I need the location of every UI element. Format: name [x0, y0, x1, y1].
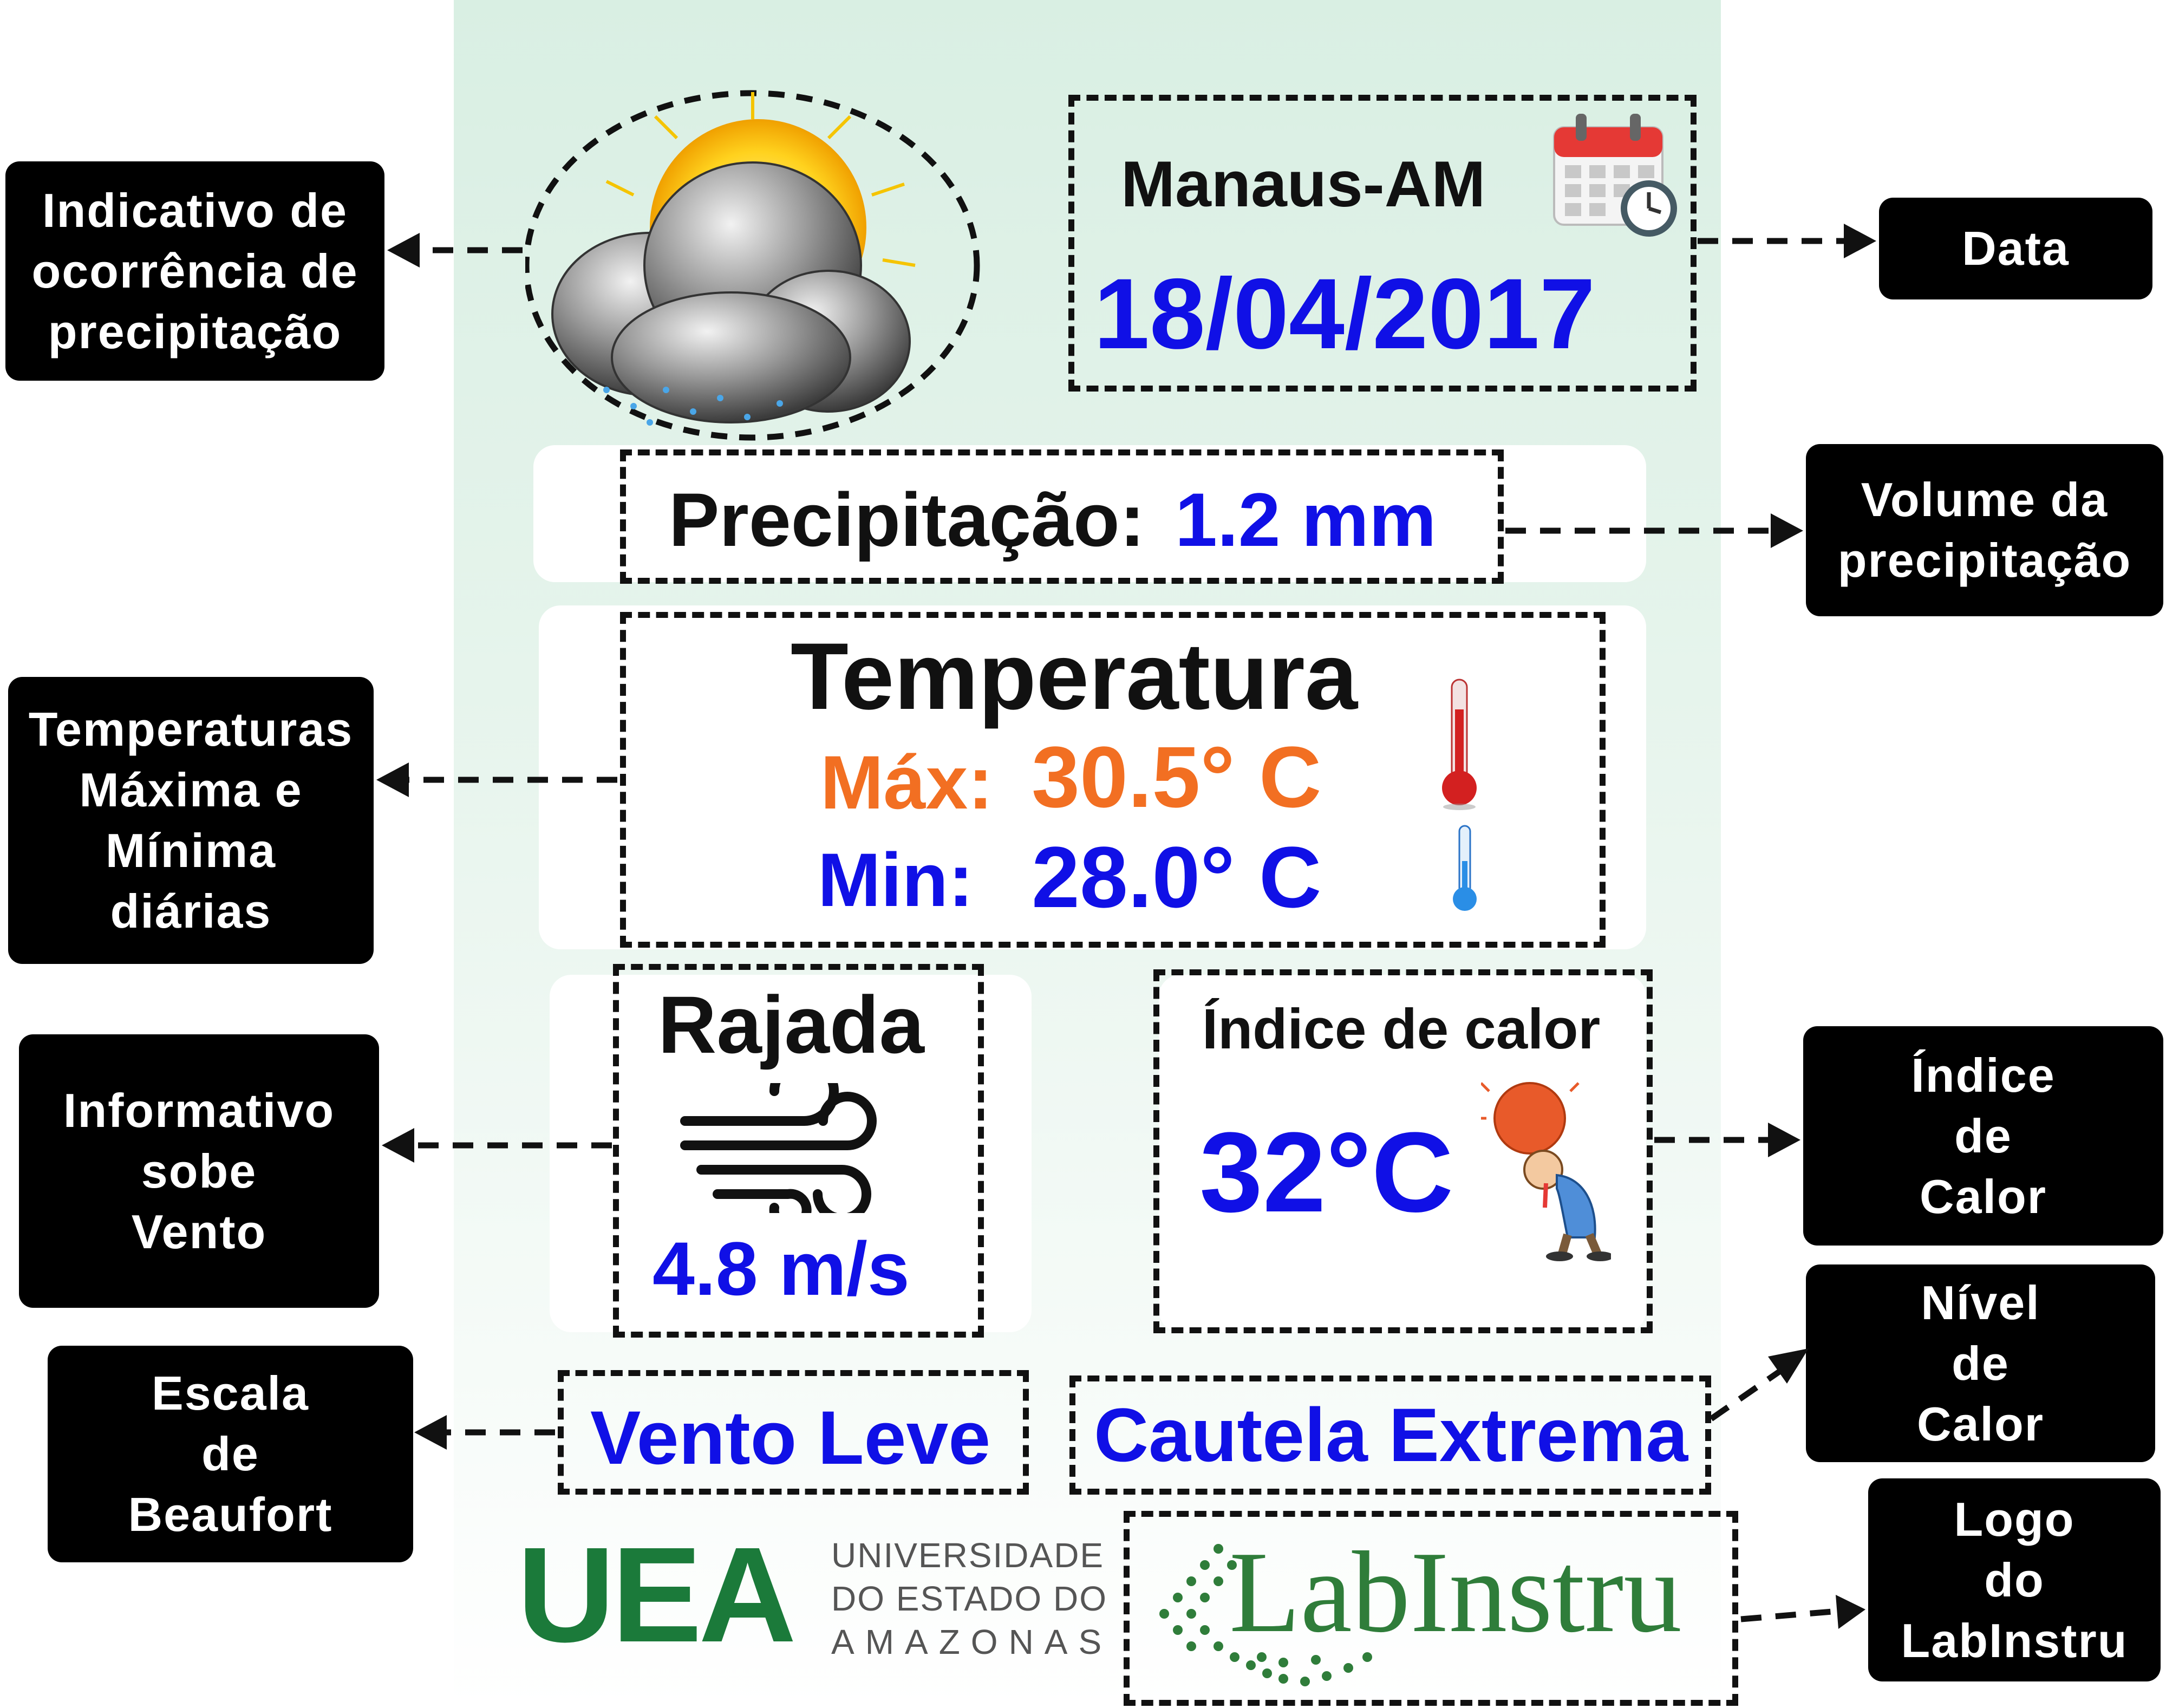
annotation-date: Data [1879, 198, 2152, 299]
min-value: 28.0° C [1032, 829, 1322, 925]
labinstru-wordmark: LabInstru [1229, 1527, 1682, 1657]
wind-icon [680, 1083, 877, 1213]
annotation-precip-volume: Volume da precipitação [1806, 444, 2163, 616]
wind-box [613, 964, 984, 1338]
labinstru-logo-box [1124, 1511, 1738, 1706]
arrow-head [387, 233, 420, 268]
thermometer-hot-icon [1442, 679, 1477, 810]
wind-card [550, 975, 1032, 1332]
date-value: 18/04/2017 [1094, 258, 1595, 370]
uea-logo: UEA UNIVERSIDADE DO ESTADO DO AMAZONAS [517, 1519, 1106, 1670]
sun-cloud-rain-icon [525, 90, 980, 441]
arrow-head [1768, 1348, 1809, 1384]
uea-line-1: UNIVERSIDADE [831, 1536, 1105, 1575]
city-name: Manaus-AM [1121, 148, 1486, 220]
arrow-head [1844, 224, 1876, 258]
heat-index-value: 32°C [1199, 1109, 1454, 1236]
heat-index-title: Índice de calor [1202, 998, 1601, 1061]
arrow-head [1836, 1595, 1865, 1629]
arrow-head [1768, 1123, 1800, 1157]
beaufort-value: Vento Leve [590, 1395, 991, 1480]
annotation-heat-level: Nível de Calor [1806, 1264, 2155, 1462]
arrow-head [1771, 513, 1803, 548]
precipitation-box [620, 449, 1504, 584]
arrow-head [376, 762, 409, 797]
annotation-precip-indicator: Indicativo de ocorrência de precipitação [5, 161, 384, 381]
max-value: 30.5° C [1032, 728, 1322, 825]
temperature-box [620, 612, 1606, 948]
wind-value: 4.8 m/s [653, 1226, 910, 1311]
annotation-beaufort: Escala de Beaufort [48, 1346, 413, 1562]
annotation-lab-logo: Logo do LabInstru [1868, 1478, 2161, 1681]
arrow-head [382, 1128, 414, 1163]
annotation-wind-info: Informativo sobe Vento [19, 1034, 379, 1308]
arrow-head [414, 1415, 447, 1450]
labinstru-dots-icon [1159, 1544, 1372, 1686]
annotation-temperatures: Temperaturas Máxima e Mínima diárias [8, 677, 374, 964]
uea-line-2: DO ESTADO DO [831, 1579, 1107, 1618]
heat-level-value: Cautela Extrema [1094, 1392, 1688, 1477]
precipitation-label: Precipitação: [669, 477, 1145, 562]
precipitation-card [533, 445, 1646, 582]
uea-line-3: AMAZONAS [831, 1622, 1113, 1661]
hot-person-icon [1481, 1082, 1611, 1261]
calendar-clock-icon [1553, 114, 1677, 237]
precipitation-value: 1.2 mm [1175, 477, 1437, 562]
heat-index-card [1159, 975, 1646, 1332]
max-label: Máx: [820, 740, 993, 825]
min-label: Min: [818, 837, 974, 922]
date-box [1068, 95, 1697, 392]
beaufort-box [558, 1370, 1029, 1495]
thermometer-cold-icon [1453, 825, 1477, 911]
heat-index-box [1153, 969, 1653, 1333]
wind-title: Rajada [658, 979, 924, 1070]
uea-letters: UEA [517, 1519, 797, 1670]
heat-level-box [1069, 1375, 1711, 1495]
temperature-title: Temperatura [791, 624, 1358, 729]
annotation-heat-index: Índice de Calor [1803, 1026, 2163, 1246]
